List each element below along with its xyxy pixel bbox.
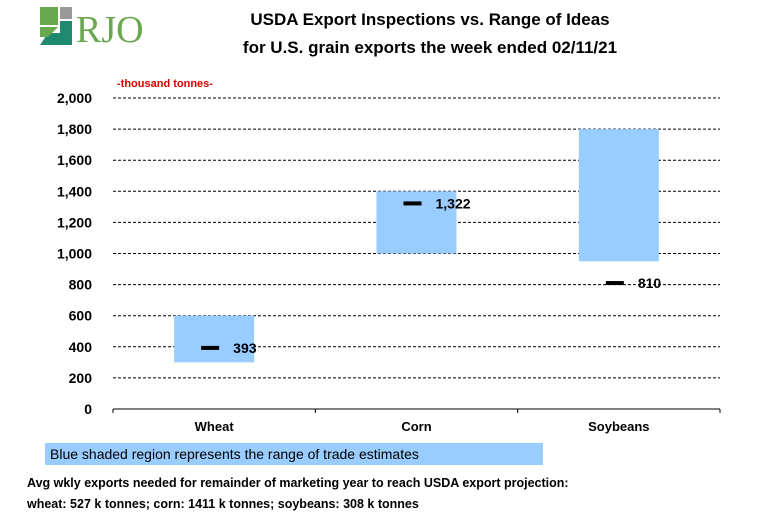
y-tick-label: 800	[69, 277, 93, 293]
x-axis: Wheat Corn Soybeans	[112, 408, 721, 434]
actual-value-label: 1,322	[436, 195, 471, 211]
actual-marker-soybeans	[605, 281, 624, 286]
note-line-1: Avg wkly exports needed for remainder of…	[27, 476, 569, 490]
logo-text: RJO	[76, 9, 144, 47]
y-tick-label: 1,400	[57, 183, 92, 199]
y-tick-label: 2,000	[57, 90, 92, 106]
y-tick-label: 200	[69, 370, 93, 386]
range-bar-wheat	[174, 315, 255, 363]
note-line-2: wheat: 527 k tonnes; corn: 1411 k tonnes…	[27, 497, 419, 511]
range-bars	[174, 129, 659, 363]
y-axis-ticks: 0 200 400 600 800 1,000 1,200 1,400 1,600 1,800 2,…	[57, 90, 92, 417]
x-tick-label: Corn	[401, 419, 431, 434]
y-tick-label: 1,200	[57, 214, 92, 230]
y-tick-label: 1,600	[57, 152, 92, 168]
chart-plot: 393 1,322 810 0 200 400 600 800 1,000 1,200 1,400…	[57, 90, 721, 434]
x-tick-label: Wheat	[195, 419, 235, 434]
rjo-logo-mark: RJO	[40, 7, 144, 51]
units-label: -thousand tonnes-	[117, 78, 213, 90]
y-tick-label: 0	[84, 401, 92, 417]
legend-text: Blue shaded region represents the range …	[50, 446, 419, 462]
y-tick-label: 1,000	[57, 246, 92, 262]
y-tick-label: 1,800	[57, 121, 92, 137]
actual-marker-corn	[403, 201, 422, 206]
actual-marker-wheat	[201, 345, 220, 350]
actual-markers: 393 1,322 810	[201, 195, 662, 356]
y-tick-label: 400	[69, 339, 93, 355]
actual-value-label: 810	[638, 275, 662, 291]
chart-title: USDA Export Inspections vs. Range of Ide…	[250, 10, 610, 29]
range-bar-soybeans	[578, 129, 659, 262]
y-tick-label: 600	[69, 308, 93, 324]
x-tick-label: Soybeans	[588, 419, 649, 434]
legend-box: Blue shaded region represents the range …	[45, 443, 543, 465]
rjo-logo: RJO	[40, 5, 150, 51]
chart-subtitle: for U.S. grain exports the week ended 02…	[242, 38, 618, 57]
actual-value-label: 393	[233, 340, 257, 356]
